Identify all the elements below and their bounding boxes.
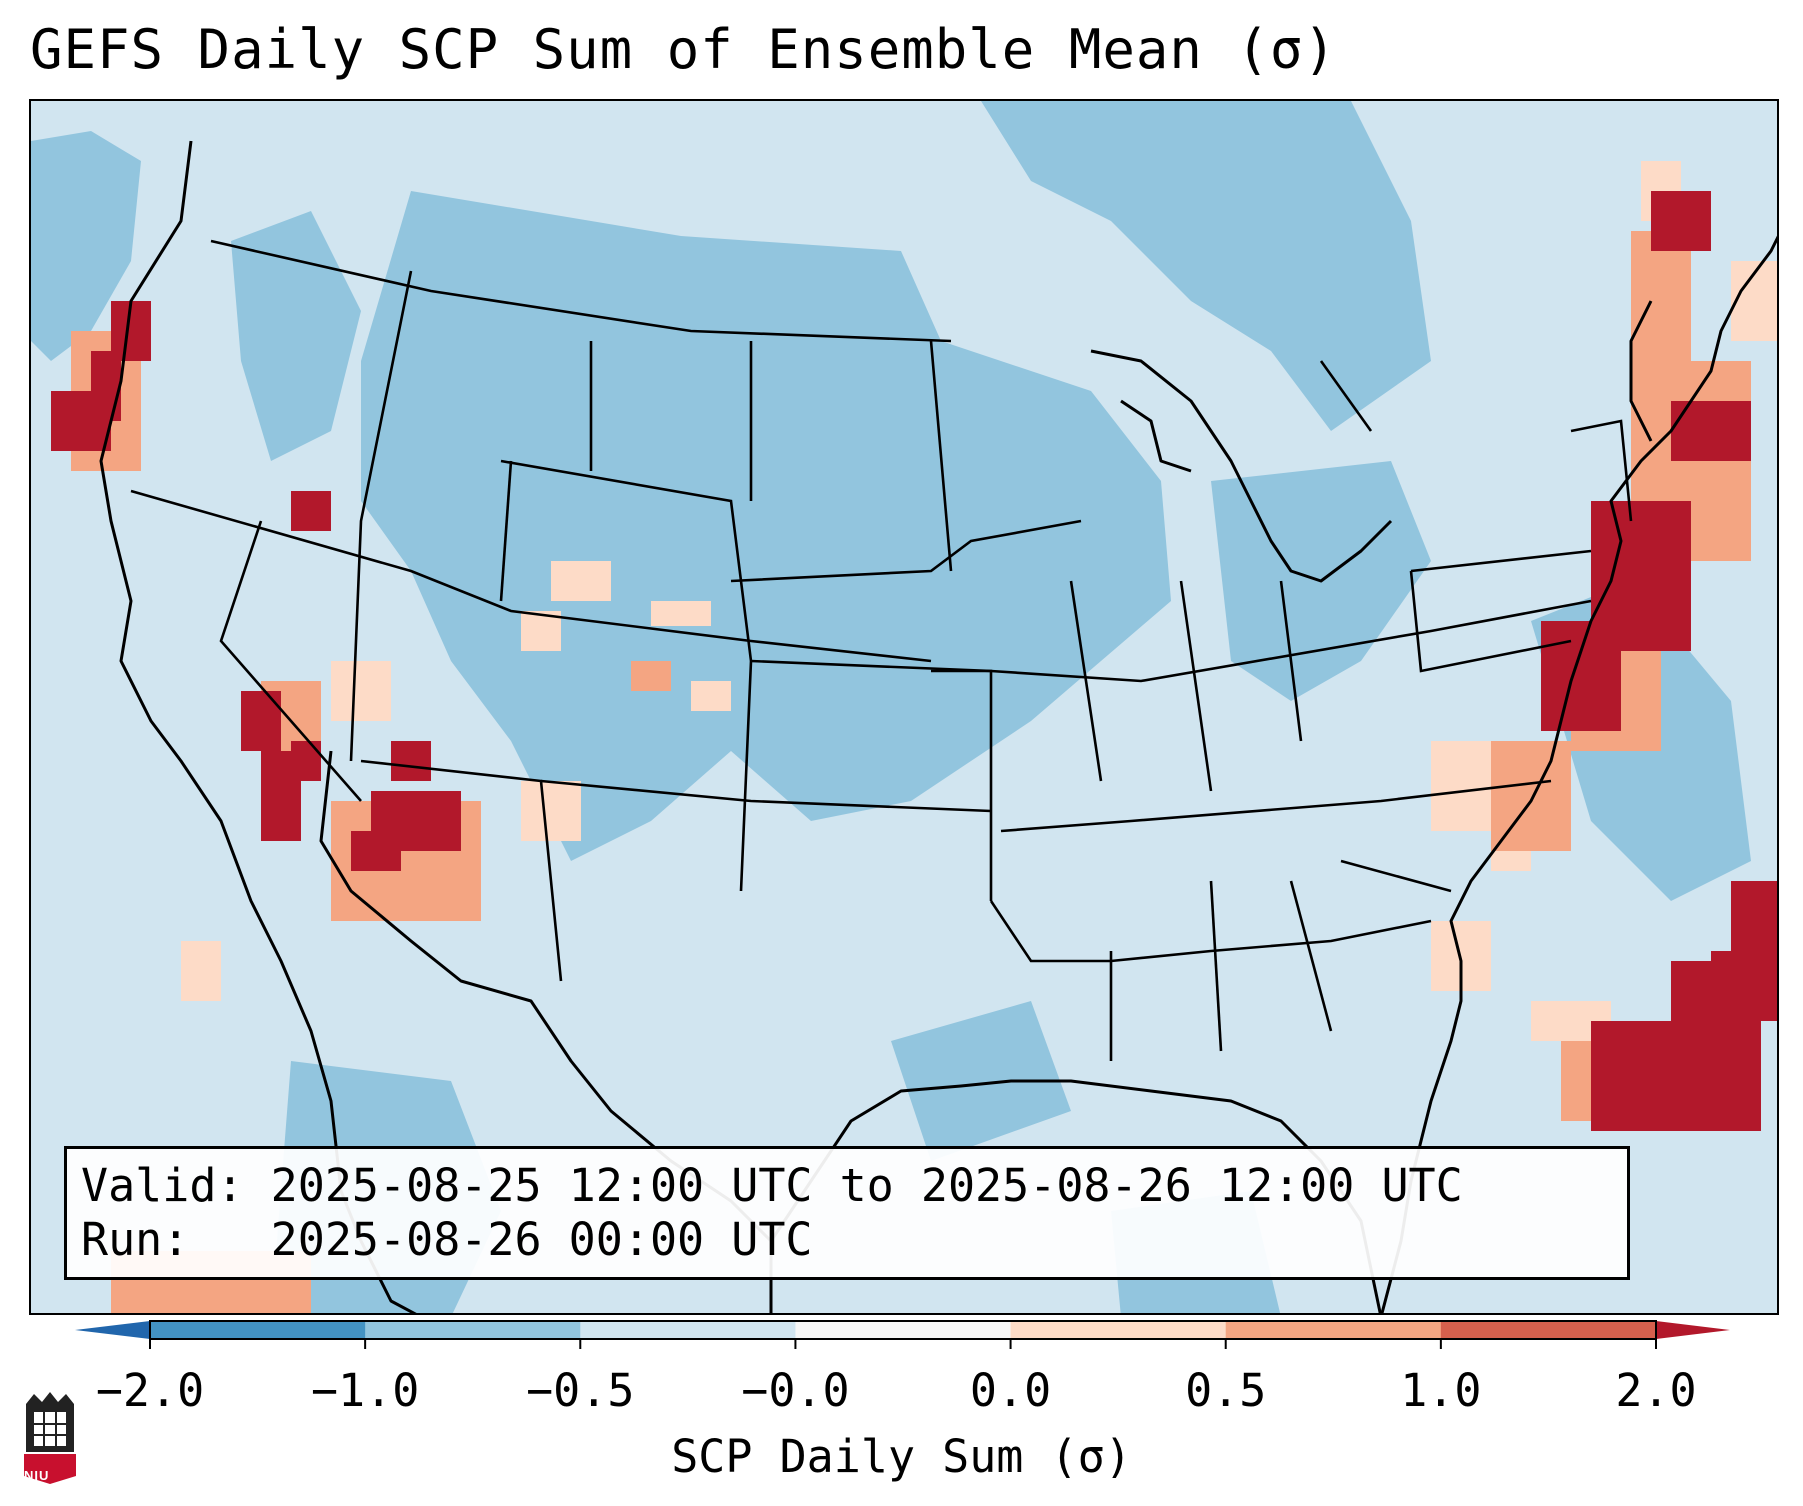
- colorbar-tick-label: −2.0: [95, 1364, 205, 1417]
- valid-info-box: Valid: 2025-08-25 12:00 UTC to 2025-08-2…: [64, 1146, 1630, 1280]
- run-text: 2025-08-26 00:00 UTC: [270, 1213, 813, 1266]
- colorbar-tick-label: 0.0: [969, 1364, 1052, 1417]
- colorbar-segment: [580, 1321, 796, 1339]
- run-row: Run: 2025-08-26 00:00 UTC: [81, 1213, 1613, 1267]
- colorbar-segment: [795, 1321, 1012, 1339]
- colorbar-tick-label: −0.0: [741, 1364, 850, 1417]
- colorbar: [75, 1320, 1730, 1349]
- colorbar-tick-label: 1.0: [1400, 1364, 1482, 1417]
- colorbar-extend-low: [75, 1321, 150, 1339]
- logo-text: NIU: [24, 1468, 50, 1483]
- colorbar-segment: [1225, 1321, 1442, 1339]
- colorbar-outline: [149, 1320, 1657, 1340]
- valid-row: Valid: 2025-08-25 12:00 UTC to 2025-08-2…: [81, 1159, 1613, 1213]
- shading-strong-positive: [51, 191, 1777, 1131]
- colorbar-tick-label: 0.5: [1185, 1364, 1267, 1417]
- colorbar-segment: [365, 1321, 581, 1339]
- colorbar-segment: [1010, 1321, 1227, 1339]
- colorbar-label: SCP Daily Sum (σ): [671, 1430, 1132, 1483]
- plot-title: GEFS Daily SCP Sum of Ensemble Mean (σ): [30, 18, 1337, 81]
- map-panel: [29, 99, 1779, 1315]
- colorbar-tick-label: 2.0: [1615, 1364, 1697, 1417]
- valid-label: Valid:: [81, 1159, 244, 1212]
- colorbar-extend-high: [1656, 1321, 1730, 1339]
- state-borders: [130, 239, 1633, 1061]
- logo-shield: [24, 1454, 76, 1484]
- valid-text: 2025-08-25 12:00 UTC to 2025-08-26 12:00…: [270, 1159, 1463, 1212]
- run-label: Run:: [81, 1213, 190, 1266]
- colorbar-tick-label: −1.0: [310, 1364, 420, 1417]
- colorbar-tick-label: −0.5: [526, 1364, 635, 1417]
- niu-logo: [24, 1392, 76, 1484]
- colorbar-segment: [1440, 1321, 1657, 1339]
- colorbar-segment: [150, 1321, 366, 1339]
